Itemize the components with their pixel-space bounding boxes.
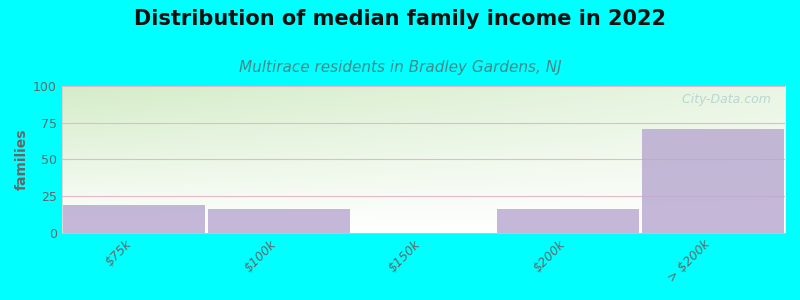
Text: Multirace residents in Bradley Gardens, NJ: Multirace residents in Bradley Gardens, … — [238, 60, 562, 75]
Bar — [642, 129, 783, 233]
Bar — [498, 209, 639, 233]
Bar — [63, 205, 205, 233]
Text: City-Data.com: City-Data.com — [674, 93, 770, 106]
Y-axis label: families: families — [15, 129, 29, 190]
Text: Distribution of median family income in 2022: Distribution of median family income in … — [134, 9, 666, 29]
Bar — [208, 209, 350, 233]
